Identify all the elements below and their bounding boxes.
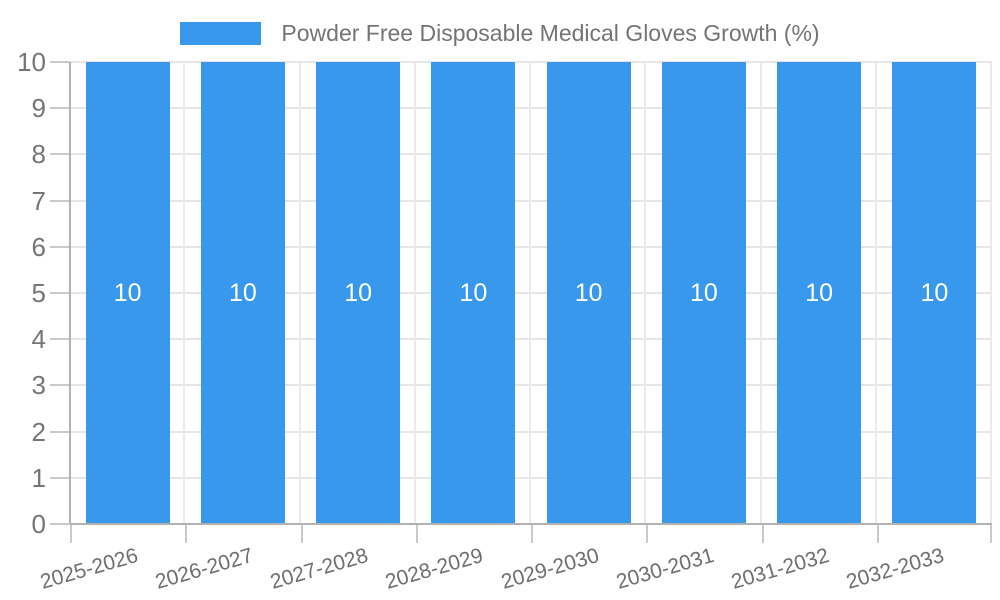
x-tick — [70, 524, 72, 543]
y-axis-tick-label: 2 — [31, 416, 46, 447]
bar[interactable]: 10 — [431, 62, 516, 524]
y-axis-tick-label: 7 — [31, 185, 46, 216]
x-tick — [990, 524, 992, 543]
legend-swatch-icon — [180, 21, 262, 45]
x-tick — [185, 524, 188, 543]
y-axis-tick-label: 5 — [31, 278, 46, 308]
y-gridline — [70, 338, 992, 341]
y-axis-tick-label: 8 — [31, 139, 46, 170]
legend-label: Powder Free Disposable Medical Gloves Gr… — [281, 20, 820, 46]
bar-value-label: 10 — [344, 279, 373, 307]
chart-legend: Powder Free Disposable Medical Gloves Gr… — [0, 18, 1000, 48]
y-axis-tick-label: 6 — [31, 231, 46, 262]
y-axis-tick-label: 0 — [31, 509, 46, 539]
y-tick — [50, 292, 70, 294]
bar-value-label: 10 — [113, 279, 142, 307]
y-tick — [50, 476, 70, 479]
y-tick — [50, 61, 70, 63]
bar[interactable]: 10 — [777, 62, 862, 524]
y-gridline — [70, 292, 992, 294]
bar-value-label: 10 — [920, 279, 949, 307]
x-gridline — [990, 62, 992, 524]
x-gridline — [298, 62, 301, 524]
bar[interactable]: 10 — [546, 62, 631, 524]
y-axis-line — [69, 62, 71, 524]
x-tick — [531, 524, 533, 543]
x-tick — [646, 524, 649, 543]
y-tick — [50, 523, 70, 525]
bar[interactable]: 10 — [200, 62, 285, 524]
y-gridline — [70, 384, 992, 387]
y-tick — [50, 384, 70, 387]
x-tick — [300, 524, 303, 543]
x-gridline — [529, 62, 531, 524]
y-gridline — [70, 61, 992, 63]
bar[interactable]: 10 — [85, 62, 170, 524]
bar[interactable]: 10 — [892, 62, 977, 524]
y-gridline — [70, 430, 992, 433]
x-gridline — [759, 62, 762, 524]
y-gridline — [70, 107, 992, 110]
bar-value-label: 10 — [689, 279, 718, 307]
y-gridline — [70, 199, 992, 202]
y-tick — [50, 430, 70, 433]
x-tick — [415, 524, 418, 543]
x-tick — [876, 524, 879, 543]
x-gridline — [413, 62, 416, 524]
x-gridline — [183, 62, 186, 524]
bar-value-label: 10 — [228, 279, 257, 307]
bar-value-label: 10 — [459, 279, 488, 307]
bar[interactable]: 10 — [661, 62, 746, 524]
y-gridline — [70, 153, 992, 156]
y-gridline — [70, 245, 992, 248]
y-tick — [50, 199, 70, 202]
y-tick — [50, 245, 70, 248]
y-axis-tick-label: 1 — [31, 462, 46, 493]
y-axis-tick-label: 4 — [31, 324, 46, 355]
plot-area: 10 10 10 10 10 10 10 10 — [50, 61, 992, 543]
y-gridline — [70, 476, 992, 479]
bar[interactable]: 10 — [316, 62, 401, 524]
y-axis-tick-label: 10 — [17, 47, 46, 77]
y-axis-tick-label: 9 — [31, 93, 46, 124]
bar-value-label: 10 — [574, 279, 603, 307]
x-tick — [761, 524, 764, 543]
y-axis-tick-label: 3 — [31, 370, 46, 401]
y-tick — [50, 153, 70, 156]
x-axis-line — [70, 523, 992, 525]
y-tick — [50, 338, 70, 341]
x-gridline — [874, 62, 877, 524]
bar-value-label: 10 — [805, 279, 834, 307]
y-tick — [50, 107, 70, 110]
x-gridline — [644, 62, 647, 524]
